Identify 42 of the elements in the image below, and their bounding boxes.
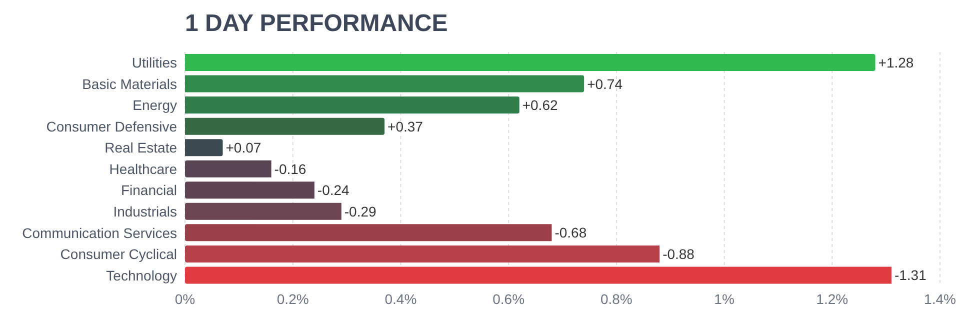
y-tick-label: Healthcare (109, 160, 178, 177)
x-tick-label: 0.4% (384, 290, 417, 307)
y-tick-label: Financial (120, 182, 177, 198)
x-tick-label: 0.6% (492, 290, 525, 307)
bar (185, 202, 342, 220)
data-label: +1.28 (878, 54, 914, 70)
x-tick-label: 0% (174, 290, 196, 307)
y-tick-label: Communication Services (22, 224, 177, 241)
y-tick-label: Energy (132, 97, 177, 114)
data-label: +0.37 (388, 118, 424, 134)
bar (185, 139, 223, 156)
y-tick-label: Real Estate (104, 140, 178, 156)
data-label: -0.16 (274, 160, 306, 177)
x-tick-label: 1.2% (816, 290, 848, 307)
bar (185, 96, 520, 114)
bar (185, 182, 314, 199)
y-tick-label: Utilities (132, 54, 177, 71)
bar (185, 54, 876, 71)
x-tick-label: 1% (714, 290, 734, 307)
x-tick-label: 1.4% (924, 290, 956, 307)
data-label: +0.74 (587, 76, 623, 92)
y-tick-label: Technology (106, 267, 177, 284)
bar (185, 118, 385, 135)
y-tick-label: Consumer Cyclical (60, 246, 177, 262)
data-label: -0.24 (317, 182, 350, 198)
bar (185, 224, 552, 242)
bar (185, 245, 660, 262)
bar (185, 160, 272, 178)
data-label: -0.88 (662, 246, 695, 262)
data-label: +0.07 (226, 140, 262, 156)
data-label: +0.62 (522, 97, 558, 114)
y-tick-label: Industrials (113, 204, 177, 220)
y-tick-label: Basic Materials (82, 76, 177, 92)
y-tick-label: Consumer Defensive (46, 118, 178, 134)
data-label: -1.31 (894, 267, 927, 284)
x-tick-label: 0.8% (600, 290, 632, 307)
data-label: -0.29 (344, 203, 377, 220)
bar (185, 266, 892, 284)
x-tick-label: 0.2% (276, 290, 309, 307)
chart-title: 1 DAY PERFORMANCE (185, 9, 449, 39)
bar (185, 75, 584, 92)
data-label: -0.68 (554, 224, 587, 241)
